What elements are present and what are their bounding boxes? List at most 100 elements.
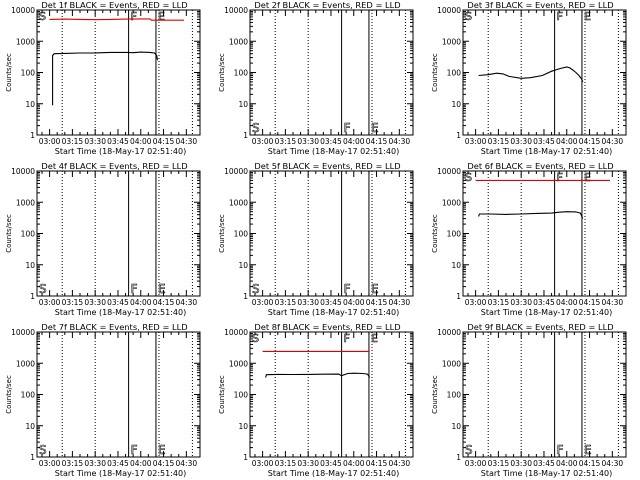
marker-label-e: E bbox=[371, 282, 379, 296]
y-tick-label: 10 bbox=[238, 261, 248, 270]
y-tick-label: 1000 bbox=[229, 198, 248, 207]
y-tick-label: 1 bbox=[243, 292, 248, 301]
marker-label-f: F bbox=[344, 332, 350, 345]
y-tick-label: 1000 bbox=[16, 37, 35, 46]
x-axis-label: Start Time (18-May-17 02:51:40) bbox=[268, 469, 399, 478]
x-tick-label: 03:30 bbox=[297, 137, 319, 146]
y-tick-label: 10 bbox=[25, 261, 35, 270]
x-tick-label: 03:45 bbox=[107, 137, 129, 146]
marker-label-e: E bbox=[584, 171, 591, 184]
y-tick-label: 1000 bbox=[16, 359, 35, 368]
y-tick-label: 10000 bbox=[11, 167, 35, 176]
x-tick-label: 03:00 bbox=[39, 298, 61, 307]
panel-title: Det 6f BLACK = Events, RED = LLD bbox=[467, 161, 613, 171]
y-tick-label: 1 bbox=[30, 131, 35, 140]
detector-panel: Det 3f BLACK = Events, RED = LLD 1 10 100 10… bbox=[431, 0, 627, 156]
x-tick-label: 04:00 bbox=[556, 298, 578, 307]
x-tick-label: 04:30 bbox=[602, 459, 624, 468]
marker-label-s: S bbox=[39, 282, 47, 296]
y-tick-label: 100 bbox=[234, 69, 249, 78]
x-axis-label: Start Time (18-May-17 02:51:40) bbox=[55, 308, 186, 317]
plot-frame bbox=[36, 331, 201, 458]
y-tick-label: 100 bbox=[447, 391, 462, 400]
x-tick-label: 03:30 bbox=[510, 137, 532, 146]
panel-title: Det 9f BLACK = Events, RED = LLD bbox=[467, 322, 613, 332]
x-tick-label: 03:00 bbox=[252, 459, 274, 468]
y-axis-label: Counts/sec bbox=[218, 53, 226, 92]
x-tick-label: 03:15 bbox=[488, 298, 510, 307]
x-tick-label: 03:45 bbox=[320, 137, 342, 146]
detector-panel: Det 6f BLACK = Events, RED = LLD 1 10 100 10… bbox=[431, 161, 627, 317]
plot-frame bbox=[462, 331, 627, 458]
events-series-line bbox=[265, 372, 371, 378]
y-tick-label: 10 bbox=[238, 422, 248, 431]
x-tick-label: 03:00 bbox=[465, 459, 487, 468]
x-tick-label: 04:30 bbox=[389, 137, 411, 146]
marker-label-f: F bbox=[131, 10, 137, 23]
y-axis-label: Counts/sec bbox=[431, 375, 439, 414]
y-tick-label: 1000 bbox=[442, 359, 461, 368]
x-axis-label: Start Time (18-May-17 02:51:40) bbox=[55, 469, 186, 478]
y-tick-label: 100 bbox=[21, 391, 36, 400]
x-axis-label: Start Time (18-May-17 02:51:40) bbox=[481, 308, 612, 317]
x-tick-label: 03:45 bbox=[320, 298, 342, 307]
x-tick-label: 03:45 bbox=[533, 137, 555, 146]
y-axis-label: Counts/sec bbox=[218, 375, 226, 414]
y-tick-label: 10000 bbox=[224, 6, 248, 15]
x-tick-label: 04:30 bbox=[176, 459, 198, 468]
x-tick-label: 04:30 bbox=[176, 298, 198, 307]
x-tick-label: 03:00 bbox=[252, 298, 274, 307]
plot-frame bbox=[249, 331, 414, 458]
panel-title: Det 8f BLACK = Events, RED = LLD bbox=[254, 322, 400, 332]
x-tick-label: 04:15 bbox=[579, 137, 601, 146]
detector-panel: Det 9f BLACK = Events, RED = LLD 1 10 100 10… bbox=[431, 322, 627, 478]
x-tick-label: 03:30 bbox=[84, 298, 106, 307]
marker-label-f: F bbox=[557, 171, 563, 184]
y-tick-label: 1 bbox=[30, 453, 35, 462]
events-series-line bbox=[478, 211, 584, 219]
y-tick-label: 10 bbox=[25, 100, 35, 109]
x-tick-label: 04:15 bbox=[153, 298, 175, 307]
x-tick-label: 03:45 bbox=[107, 298, 129, 307]
y-tick-label: 1000 bbox=[442, 37, 461, 46]
y-tick-label: 1000 bbox=[442, 198, 461, 207]
x-tick-label: 03:15 bbox=[62, 137, 84, 146]
x-tick-label: 04:30 bbox=[602, 298, 624, 307]
y-tick-label: 10000 bbox=[11, 6, 35, 15]
y-tick-label: 1 bbox=[456, 292, 461, 301]
y-tick-label: 10 bbox=[451, 100, 461, 109]
marker-label-e: E bbox=[158, 282, 166, 296]
x-tick-label: 04:00 bbox=[130, 137, 152, 146]
y-tick-label: 10 bbox=[25, 422, 35, 431]
y-tick-label: 1 bbox=[243, 453, 248, 462]
marker-label-f: F bbox=[557, 443, 564, 457]
x-tick-label: 03:15 bbox=[488, 459, 510, 468]
y-tick-label: 10000 bbox=[437, 167, 461, 176]
marker-label-s: S bbox=[39, 443, 47, 457]
y-axis-label: Counts/sec bbox=[5, 214, 13, 253]
x-tick-label: 04:00 bbox=[343, 137, 365, 146]
y-axis-label: Counts/sec bbox=[431, 214, 439, 253]
marker-label-f: F bbox=[344, 282, 351, 296]
panel-title: Det 5f BLACK = Events, RED = LLD bbox=[254, 161, 400, 171]
x-tick-label: 03:30 bbox=[297, 459, 319, 468]
panel-title: Det 4f BLACK = Events, RED = LLD bbox=[41, 161, 187, 171]
panel-title: Det 1f BLACK = Events, RED = LLD bbox=[41, 0, 187, 10]
y-tick-label: 10 bbox=[451, 261, 461, 270]
x-tick-label: 04:30 bbox=[389, 298, 411, 307]
marker-label-e: E bbox=[158, 10, 165, 23]
x-axis-label: Start Time (18-May-17 02:51:40) bbox=[481, 469, 612, 478]
marker-label-e: E bbox=[584, 443, 592, 457]
x-tick-label: 03:15 bbox=[275, 459, 297, 468]
x-tick-label: 03:15 bbox=[62, 459, 84, 468]
x-tick-label: 04:00 bbox=[556, 459, 578, 468]
x-tick-label: 04:00 bbox=[556, 137, 578, 146]
marker-label-s: S bbox=[39, 10, 46, 23]
y-tick-label: 1 bbox=[456, 131, 461, 140]
marker-label-e: E bbox=[371, 332, 378, 345]
x-tick-label: 04:15 bbox=[579, 298, 601, 307]
x-tick-label: 03:15 bbox=[62, 298, 84, 307]
marker-label-e: E bbox=[584, 10, 591, 23]
x-tick-label: 04:00 bbox=[130, 459, 152, 468]
